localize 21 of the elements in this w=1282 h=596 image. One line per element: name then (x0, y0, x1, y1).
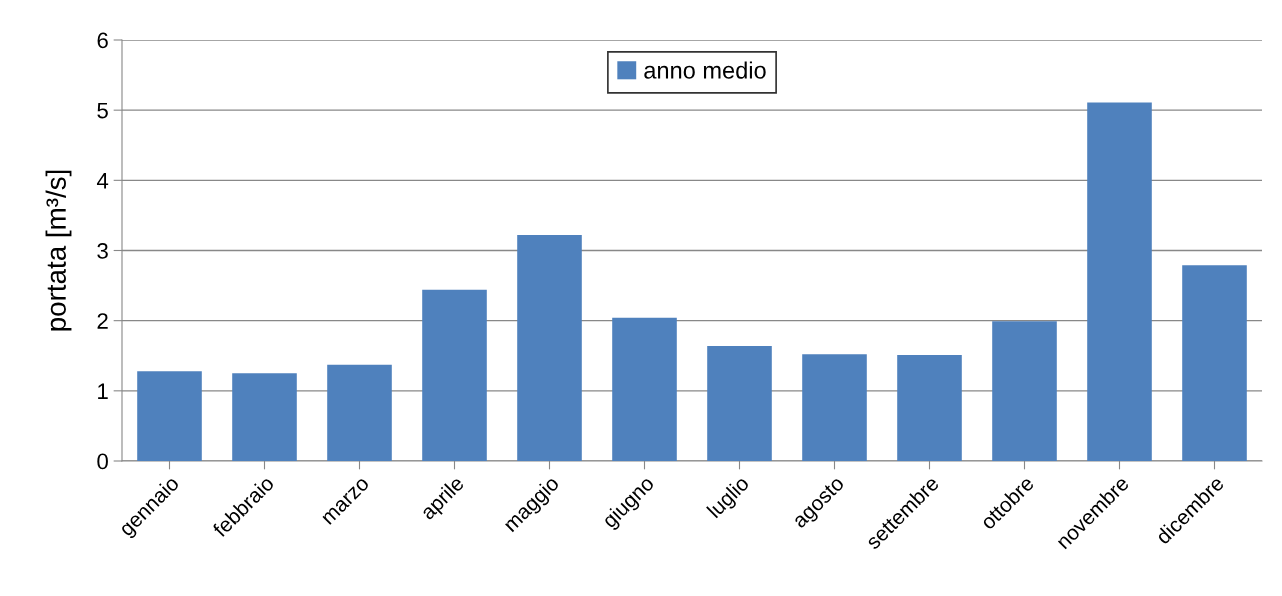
y-tick-label: 0 (97, 453, 108, 470)
bar (327, 364, 392, 461)
bar (992, 321, 1057, 461)
y-tick-label: 6 (97, 32, 108, 49)
y-tick-label: 3 (97, 243, 108, 259)
legend-label: anno medio (644, 61, 766, 79)
bar (1087, 102, 1152, 461)
bar (137, 371, 202, 461)
bar (707, 345, 772, 461)
y-tick-label: 2 (97, 313, 108, 329)
y-axis-title: portata [m³/s] (45, 170, 72, 331)
bar (1182, 265, 1247, 461)
bar (897, 355, 962, 461)
bar (517, 235, 582, 461)
bar (612, 317, 677, 461)
y-tick-label: 1 (98, 383, 108, 399)
bar (802, 354, 867, 461)
y-tick-label: 4 (96, 173, 109, 189)
bar (422, 289, 487, 461)
bar (232, 373, 297, 461)
y-tick-label: 5 (97, 102, 108, 119)
